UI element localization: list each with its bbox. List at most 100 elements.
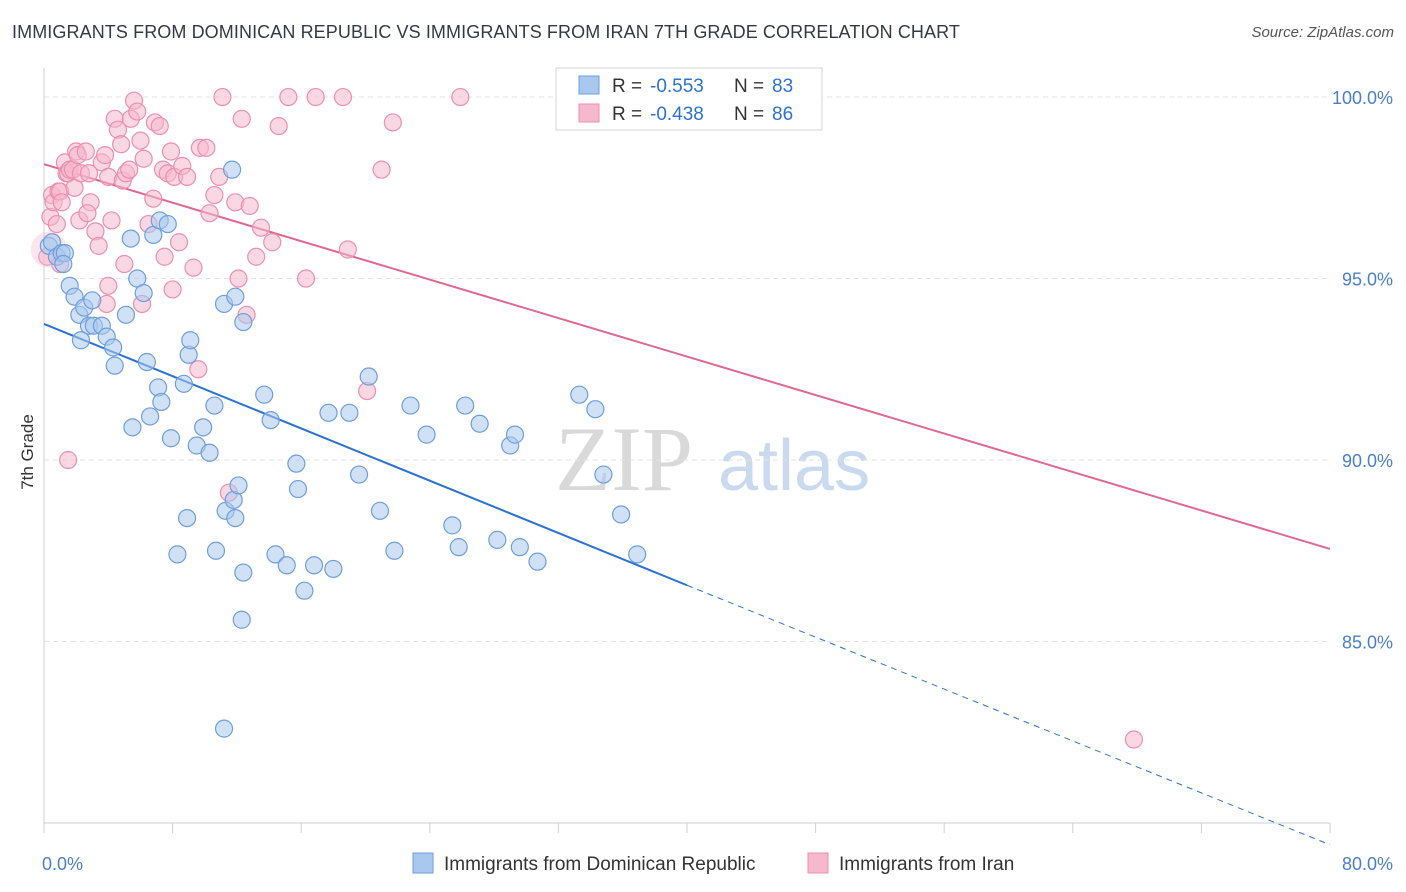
dominican-point [470,414,489,433]
iran-point [102,211,121,230]
y-tick-label: 90.0% [1342,451,1393,471]
legend-box: R = -0.553 N = 83 R = -0.438 N = 86 [555,67,823,131]
iran-point [163,280,182,299]
dominican-point [234,563,253,582]
dominican-point [510,538,529,557]
dominican-point [456,396,475,415]
iran-point [251,218,271,237]
dominican-point [359,367,378,386]
bottom-legend-label-iran: Immigrants from Iran [839,854,1014,875]
iran-point [333,87,353,107]
watermark: ZIP atlas [555,408,870,510]
dominican-point [417,425,436,444]
dominican-point [370,501,390,520]
dominican-point [287,454,306,473]
iran-point [52,193,71,212]
dominican-point [586,400,605,419]
iran-point [296,269,316,288]
dominican-point [528,552,547,571]
dominican-point [214,719,234,738]
iran-point [205,185,224,205]
iran-point [247,247,266,266]
dominican-point [222,160,242,179]
iran-point [1124,730,1143,749]
iran-point [79,164,99,183]
chart-title: IMMIGRANTS FROM DOMINICAN REPUBLIC VS IM… [12,22,960,42]
iran-point [76,142,95,161]
iran-point [306,87,325,107]
watermark-zip: ZIP [555,408,693,510]
dominican-point [229,476,248,495]
bottom-legend-swatch-blue [412,852,434,874]
iran-point [372,160,391,179]
iran-point [128,102,147,121]
iran-point [197,138,216,157]
dominican-point [226,287,245,306]
dominican-point [181,331,200,350]
legend-n-label-1: N = [734,76,764,97]
iran-point [189,360,208,379]
watermark-atlas: atlas [718,426,870,506]
iran-point [95,146,115,165]
legend-r-label-2: R = [612,104,642,125]
dominican-point [54,254,73,274]
iran-point [161,142,181,161]
dominican-point [174,374,193,393]
dominican-point [277,556,296,575]
iran-point [78,204,97,223]
iran-point [279,87,298,107]
dominican-point [232,610,251,629]
dominican-point [158,214,177,234]
iran-point [120,160,139,179]
dominican-point [104,338,123,357]
dominican-point [324,559,343,579]
iran-point [383,113,402,132]
dominican-point [177,508,197,528]
dominican-point [255,385,274,404]
legend-n-value-2: 86 [772,104,793,125]
dominican-point [594,465,613,484]
legend-n-value-1: 83 [772,76,793,97]
dominican-points [39,160,647,738]
dominican-point [288,479,308,499]
iran-point [338,240,357,259]
iran-point [59,450,78,470]
dominican-point [83,291,102,310]
iran-point [99,276,118,295]
dominican-point [319,403,338,422]
iran-point [112,135,131,154]
bottom-legend-swatch-pink [807,852,829,874]
iran-point [89,236,108,255]
dominican-point [505,425,525,444]
iran-point [47,214,66,234]
dominican-point [385,541,404,560]
dominican-point [140,407,160,426]
dominican-point [570,385,589,404]
iran-point [134,149,153,168]
dominican-point [340,403,359,422]
dominican-point [105,356,124,375]
iran-point [200,204,219,223]
dominican-point [194,418,213,437]
dominican-point [611,505,631,524]
iran-point [144,189,163,208]
dominican-point [401,396,420,415]
dominican-point [295,581,314,600]
dominican-point [123,418,142,437]
iran-point [232,109,251,128]
grid-lines [44,96,1330,643]
y-tick-label: 95.0% [1342,270,1393,290]
dominican-point [134,283,153,303]
iran-point [213,87,232,107]
iran-point [229,269,248,288]
legend-r-label-1: R = [612,76,642,97]
dominican-point [261,410,280,430]
dominican-point [443,516,462,535]
dominican-point [349,465,369,484]
dominican-point [137,352,156,372]
iran-point [240,196,259,216]
iran-point [263,233,282,252]
iran-point [155,247,174,266]
dominican-point [206,541,226,560]
